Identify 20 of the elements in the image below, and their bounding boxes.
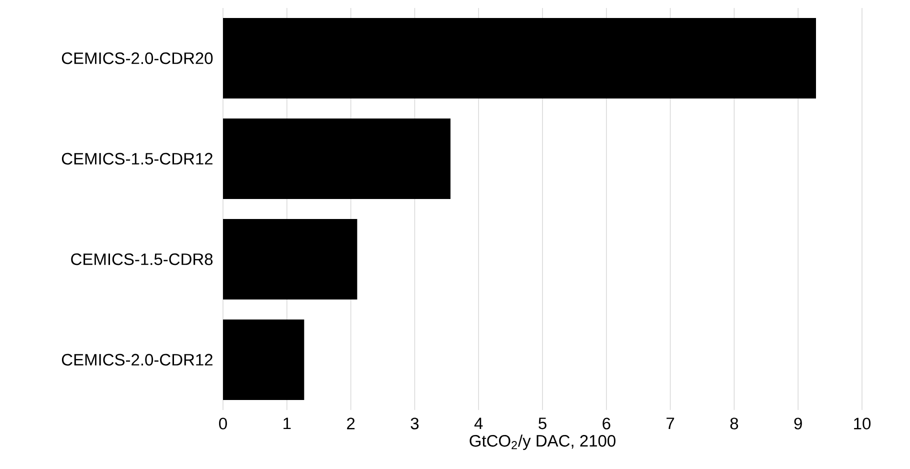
- x-tick-label: 2: [347, 418, 355, 430]
- x-tick-label: 9: [794, 418, 802, 430]
- x-tick-label: 10: [854, 418, 871, 430]
- bar: [223, 219, 358, 300]
- y-tick-label: CEMICS-2.0-CDR12: [62, 354, 212, 366]
- y-tick-label: CEMICS-1.5-CDR8: [71, 253, 213, 266]
- x-tick-label: 6: [602, 418, 610, 430]
- x-tick-label: 0: [219, 418, 227, 430]
- bar: [223, 320, 304, 400]
- x-axis-title: GtCO$_{2}$/y DAC, 2100: [470, 434, 616, 450]
- x-tick-label: 5: [538, 418, 546, 430]
- bar: [223, 18, 816, 98]
- x-tick-label: 1: [284, 418, 291, 430]
- x-tick-label: 3: [410, 418, 419, 430]
- x-tick-label: 4: [474, 418, 483, 430]
- y-tick-label: CEMICS-2.0-CDR20: [62, 52, 213, 64]
- x-tick-label: 7: [666, 418, 674, 430]
- bar: [223, 118, 450, 199]
- x-tick-label: 8: [730, 418, 738, 430]
- y-tick-label: CEMICS-1.5-CDR12: [62, 152, 212, 165]
